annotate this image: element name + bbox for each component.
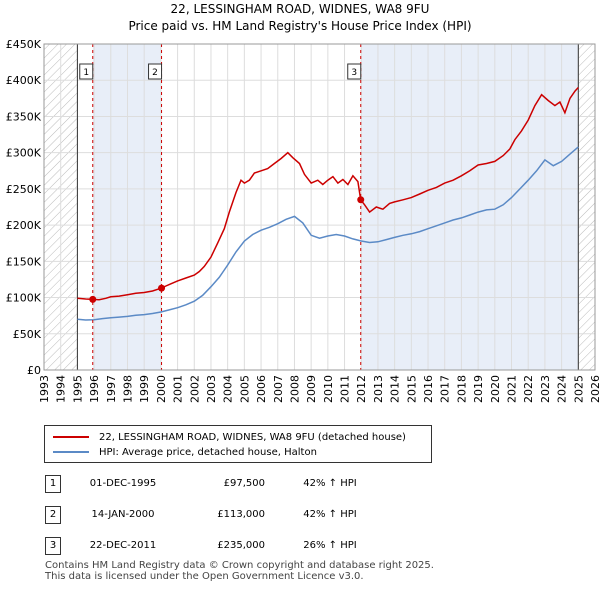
x-tick-label: 2000	[155, 375, 168, 403]
sale-number: 3	[45, 537, 61, 555]
x-tick-label: 2017	[439, 375, 452, 403]
x-tick-label: 2021	[506, 375, 519, 403]
y-tick-label: £150K	[6, 255, 42, 268]
sale-marker	[357, 196, 365, 204]
chart-subtitle: Price paid vs. HM Land Registry's House …	[128, 19, 472, 33]
x-tick-label: 2016	[422, 375, 435, 403]
x-tick-label: 2004	[222, 375, 235, 403]
chart-title: 22, LESSINGHAM ROAD, WIDNES, WA8 9FU	[170, 2, 430, 16]
hpi-series-line	[77, 146, 579, 321]
x-tick-label: 2010	[322, 375, 335, 403]
sale-price: £97,500	[223, 478, 265, 489]
legend-line-hpi	[53, 451, 89, 453]
sale-number: 1	[45, 475, 61, 493]
sale-label-box	[148, 63, 163, 80]
legend-label-property: 22, LESSINGHAM ROAD, WIDNES, WA8 9FU (de…	[99, 431, 406, 443]
sale-period-shade	[360, 44, 579, 370]
sale-hpi-diff: 42% ↑ HPI	[303, 509, 357, 520]
sale-number: 2	[45, 506, 61, 524]
sale-label-number: 2	[152, 68, 158, 78]
sale-date: 22-DEC-2011	[89, 540, 157, 551]
x-tick-label: 2018	[455, 375, 468, 403]
sale-date: 14-JAN-2000	[91, 509, 155, 520]
x-tick-label: 1999	[138, 375, 151, 403]
x-tick-label: 2020	[489, 375, 502, 403]
sale-label-number: 3	[351, 68, 357, 78]
legend-item-hpi: HPI: Average price, detached house, Halt…	[53, 445, 317, 459]
x-tick-label: 1995	[71, 375, 84, 403]
legend-line-property	[53, 436, 89, 438]
legend-item-property: 22, LESSINGHAM ROAD, WIDNES, WA8 9FU (de…	[53, 430, 406, 444]
legend-label-hpi: HPI: Average price, detached house, Halt…	[99, 446, 317, 458]
x-tick-label: 2013	[372, 375, 385, 403]
x-tick-label: 2024	[556, 375, 569, 403]
legend: 22, LESSINGHAM ROAD, WIDNES, WA8 9FU (de…	[44, 425, 432, 463]
x-tick-label: 2009	[305, 375, 318, 403]
y-tick-label: £200K	[6, 219, 42, 232]
footer-licence: This data is licensed under the Open Gov…	[45, 571, 364, 582]
x-tick-label: 2026	[589, 375, 600, 403]
x-tick-label: 1994	[55, 375, 68, 403]
sale-price: £113,000	[217, 509, 265, 520]
x-tick-label: 1998	[121, 375, 134, 403]
y-tick-label: £0	[27, 364, 41, 377]
property-series-line	[77, 86, 579, 301]
x-tick-label: 2002	[188, 375, 201, 403]
sale-price: £235,000	[217, 540, 265, 551]
y-tick-label: £50K	[13, 328, 42, 341]
x-tick-label: 2003	[205, 375, 218, 403]
y-tick-label: £450K	[6, 38, 42, 51]
y-tick-label: £300K	[6, 147, 42, 160]
sale-label-number: 1	[83, 68, 89, 78]
x-tick-label: 2012	[355, 375, 368, 403]
x-tick-label: 2015	[405, 375, 418, 403]
x-tick-label: 2005	[238, 375, 251, 403]
x-tick-label: 2007	[272, 375, 285, 403]
y-tick-label: £250K	[6, 183, 42, 196]
x-tick-label: 1997	[105, 375, 118, 403]
x-tick-label: 2023	[539, 375, 552, 403]
sale-row: 2 14-JAN-2000 £113,000 42% ↑ HPI	[0, 506, 600, 526]
sale-hpi-diff: 26% ↑ HPI	[303, 540, 357, 551]
x-tick-label: 2014	[389, 375, 402, 403]
x-tick-label: 2006	[255, 375, 268, 403]
footer-copyright: Contains HM Land Registry data © Crown c…	[45, 560, 434, 571]
x-tick-label: 2011	[339, 375, 352, 403]
x-tick-label: 2001	[172, 375, 185, 403]
x-tick-label: 1993	[38, 375, 51, 403]
y-tick-label: £400K	[6, 74, 42, 87]
sale-row: 1 01-DEC-1995 £97,500 42% ↑ HPI	[0, 475, 600, 495]
sale-label-box	[79, 63, 94, 80]
x-tick-label: 1996	[88, 375, 101, 403]
sale-hpi-diff: 42% ↑ HPI	[303, 478, 357, 489]
price-chart: 1 2 3 £0 £50K £100K £150K £200K £250K £300K £350K…	[6, 38, 600, 403]
sale-marker	[89, 295, 97, 303]
sale-label-box	[347, 63, 362, 80]
x-tick-label: 2025	[572, 375, 585, 403]
sale-date: 01-DEC-1995	[89, 478, 157, 489]
sale-marker	[158, 284, 166, 292]
y-tick-label: £100K	[6, 292, 42, 305]
plot-frame	[43, 43, 596, 371]
sale-row: 3 22-DEC-2011 £235,000 26% ↑ HPI	[0, 537, 600, 557]
x-tick-label: 2022	[522, 375, 535, 403]
y-tick-label: £350K	[6, 110, 42, 123]
no-data-hatch	[578, 44, 595, 370]
x-tick-label: 2019	[472, 375, 485, 403]
x-tick-label: 2008	[288, 375, 301, 403]
